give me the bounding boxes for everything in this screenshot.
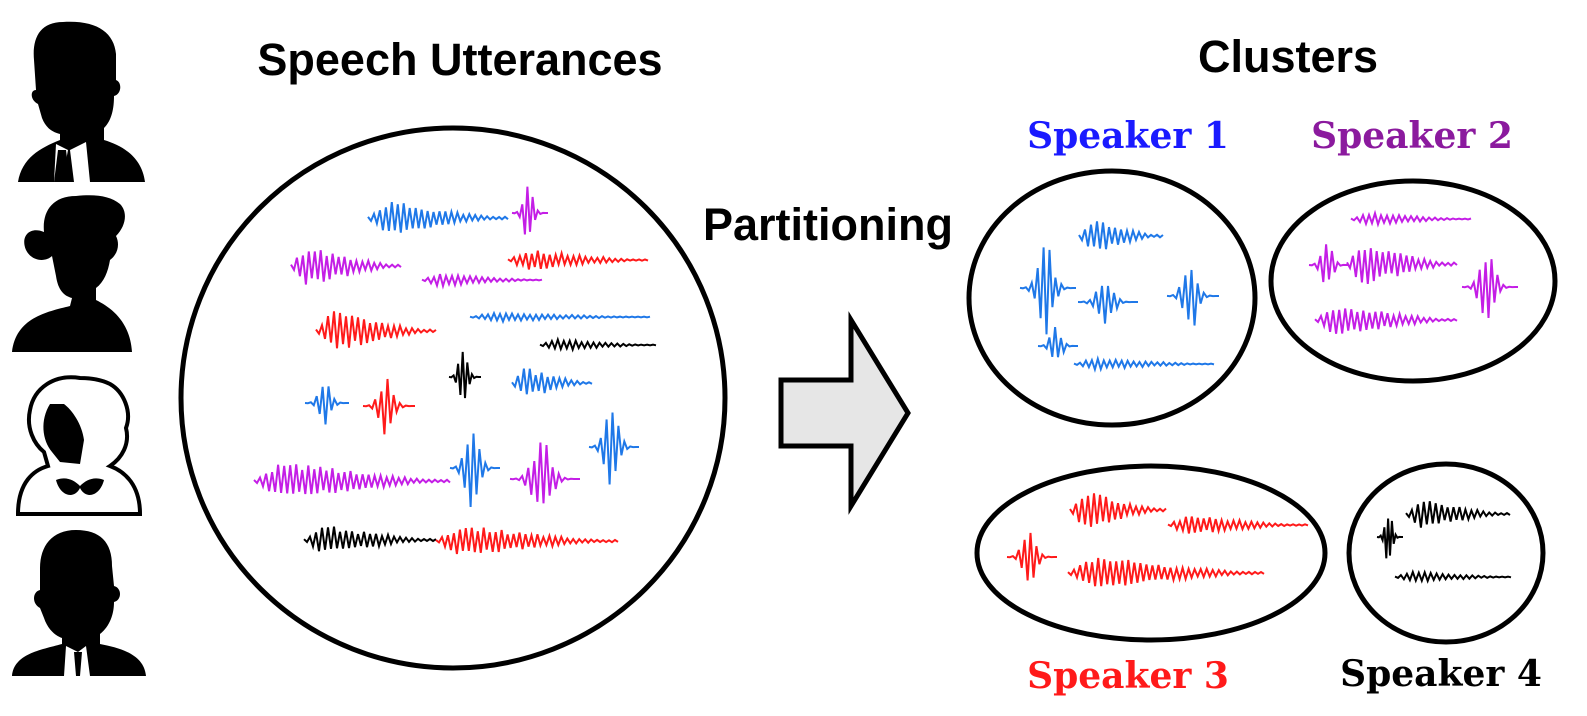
waveform-speaker-4 [1376,518,1403,559]
bald-man-silhouette-icon [12,530,146,676]
waveform-speaker-1 [1166,269,1219,326]
waveform-speaker-1 [1078,221,1164,250]
partition-arrow [778,311,911,515]
speaker-4-label: Speaker 4 [1340,653,1542,695]
cluster-waveforms [1006,209,1518,587]
cluster-speaker-4 [1346,461,1546,645]
waveform-speaker-1 [469,310,651,325]
waveform-speaker-1 [449,433,500,507]
waveform-speaker-3 [1167,516,1309,535]
waveform-speaker-1 [1019,247,1076,335]
cluster-speaker-2 [1268,178,1558,384]
waveform-speaker-1 [1037,327,1078,358]
waveform-speaker-3 [507,249,649,270]
waveform-speaker-3 [435,527,619,555]
waveform-speaker-4 [539,336,657,353]
waveform-speaker-2 [290,250,402,285]
waveform-speaker-4 [1405,501,1511,528]
woman-silhouette-icon [12,195,132,352]
utterance-pool-circle [178,125,728,671]
man-silhouette-icon [18,21,145,182]
waveform-speaker-1 [588,412,639,485]
waveform-speaker-2 [1461,259,1518,318]
input-title: Speech Utterances [257,34,662,85]
waveform-speaker-2 [421,272,543,290]
elderly-woman-silhouette-icon [15,375,143,516]
waveform-speaker-3 [1067,557,1265,587]
cluster-speaker-1 [966,168,1258,428]
cluster-speaker-3 [974,463,1328,643]
speaker-1-label: Speaker 1 [1027,115,1229,157]
waveform-speaker-1 [367,201,509,233]
process-label: Partitioning [703,199,953,250]
waveform-speaker-1 [511,368,593,395]
waveform-speaker-1 [304,386,349,425]
output-title: Clusters [1198,31,1378,82]
waveform-speaker-3 [1069,493,1167,527]
waveform-speaker-3 [362,378,415,435]
waveform-speaker-2 [509,442,580,504]
waveform-speaker-1 [1077,285,1138,324]
waveform-speaker-2 [1350,209,1472,228]
waveform-speaker-4 [303,526,437,552]
waveform-speaker-2 [1308,244,1349,283]
waveform-speaker-3 [1006,532,1057,581]
speaker-3-label: Speaker 3 [1027,655,1229,697]
waveform-speaker-2 [1314,308,1458,334]
waveform-speaker-2 [511,186,548,235]
waveform-speaker-2 [1346,248,1458,284]
waveform-speaker-4 [448,351,481,399]
waveform-speaker-4 [1394,568,1512,584]
utterance-waveforms [253,186,657,555]
speaker-2-label: Speaker 2 [1311,115,1513,157]
waveform-speaker-2 [253,464,451,495]
waveform-speaker-1 [1073,355,1215,373]
waveform-speaker-3 [315,311,437,349]
